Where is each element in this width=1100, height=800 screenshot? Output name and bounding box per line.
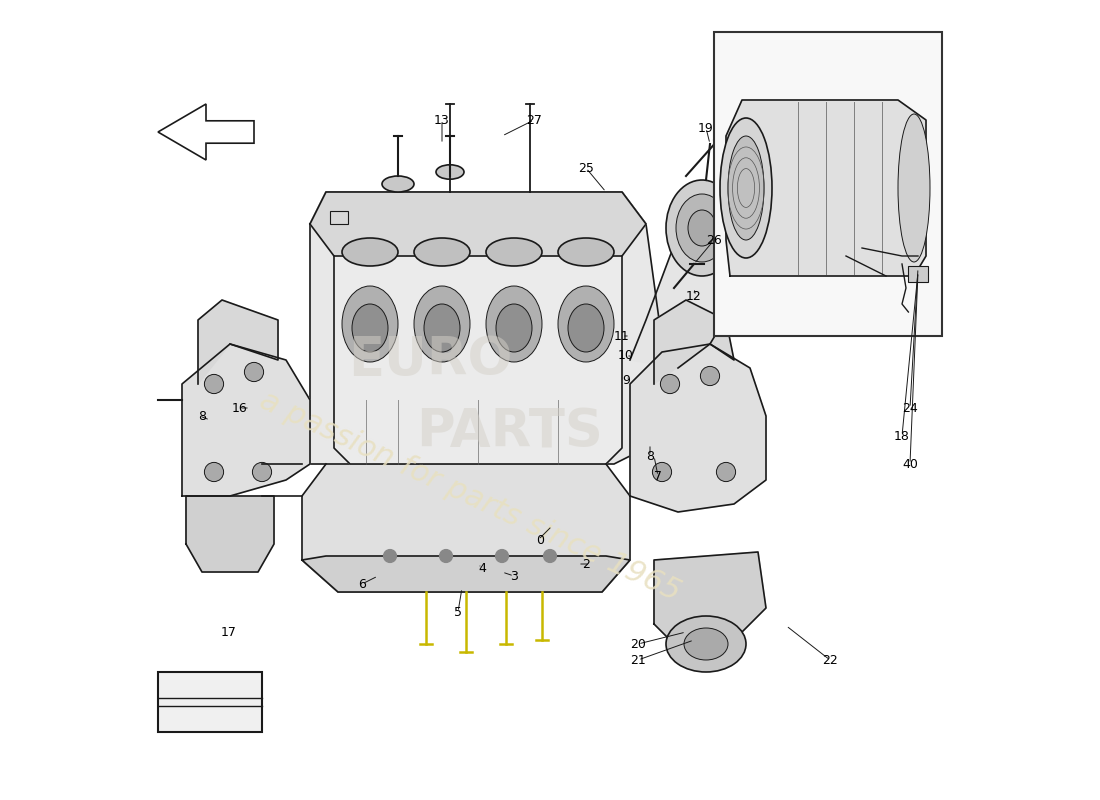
Polygon shape	[302, 556, 630, 592]
Polygon shape	[726, 100, 926, 276]
Ellipse shape	[342, 286, 398, 362]
FancyBboxPatch shape	[909, 266, 927, 282]
Text: 17: 17	[220, 626, 236, 638]
Circle shape	[660, 374, 680, 394]
Ellipse shape	[486, 238, 542, 266]
Circle shape	[384, 550, 396, 562]
Ellipse shape	[414, 286, 470, 362]
Text: 26: 26	[706, 234, 722, 246]
Text: 20: 20	[630, 638, 646, 650]
Ellipse shape	[898, 114, 929, 262]
Polygon shape	[158, 104, 254, 160]
Polygon shape	[630, 344, 766, 512]
Text: 12: 12	[686, 290, 702, 302]
Ellipse shape	[414, 238, 470, 266]
Circle shape	[252, 462, 272, 482]
Text: 9: 9	[623, 374, 630, 386]
Text: 0: 0	[537, 534, 544, 546]
Ellipse shape	[676, 194, 728, 262]
Polygon shape	[334, 256, 622, 464]
Ellipse shape	[342, 238, 398, 266]
Text: 7: 7	[654, 470, 662, 482]
Polygon shape	[182, 344, 310, 496]
Text: 22: 22	[822, 654, 838, 666]
Polygon shape	[630, 184, 734, 368]
Ellipse shape	[424, 304, 460, 352]
Circle shape	[440, 550, 452, 562]
Ellipse shape	[666, 180, 738, 276]
Circle shape	[205, 374, 223, 394]
Text: 18: 18	[894, 430, 910, 442]
Circle shape	[543, 550, 557, 562]
Polygon shape	[290, 192, 670, 464]
Circle shape	[496, 550, 508, 562]
Ellipse shape	[666, 616, 746, 672]
Ellipse shape	[568, 304, 604, 352]
Polygon shape	[186, 496, 274, 572]
Text: 10: 10	[618, 350, 634, 362]
Polygon shape	[310, 192, 646, 256]
Text: 11: 11	[614, 330, 630, 342]
Text: 6: 6	[359, 578, 366, 590]
Ellipse shape	[496, 304, 532, 352]
Circle shape	[244, 362, 264, 382]
Ellipse shape	[436, 165, 464, 179]
Ellipse shape	[558, 238, 614, 266]
Text: 40: 40	[902, 458, 917, 470]
Polygon shape	[302, 464, 630, 592]
Text: 8: 8	[198, 410, 206, 422]
Text: a passion for parts since 1965: a passion for parts since 1965	[255, 386, 685, 606]
Ellipse shape	[352, 304, 388, 352]
Text: 27: 27	[526, 114, 542, 126]
Text: 16: 16	[232, 402, 248, 414]
Text: 13: 13	[434, 114, 450, 126]
Ellipse shape	[684, 628, 728, 660]
Text: EURO: EURO	[348, 334, 513, 386]
Text: 24: 24	[902, 402, 917, 414]
Polygon shape	[198, 300, 278, 384]
Polygon shape	[654, 300, 734, 384]
Text: 4: 4	[478, 562, 486, 574]
Circle shape	[652, 462, 672, 482]
Text: 19: 19	[698, 122, 714, 134]
Text: 21: 21	[630, 654, 646, 666]
Ellipse shape	[558, 286, 614, 362]
Text: 5: 5	[454, 606, 462, 618]
Ellipse shape	[728, 136, 764, 240]
Circle shape	[701, 366, 719, 386]
Circle shape	[205, 462, 223, 482]
Ellipse shape	[720, 118, 772, 258]
Ellipse shape	[688, 210, 716, 246]
Text: 8: 8	[646, 450, 654, 462]
Circle shape	[716, 462, 736, 482]
Text: 3: 3	[510, 570, 518, 582]
Text: 2: 2	[582, 558, 590, 570]
Ellipse shape	[486, 286, 542, 362]
Ellipse shape	[382, 176, 414, 192]
FancyBboxPatch shape	[714, 32, 942, 336]
Polygon shape	[654, 552, 766, 640]
Text: 25: 25	[579, 162, 594, 174]
FancyBboxPatch shape	[158, 672, 262, 732]
Bar	[330, 211, 348, 224]
Text: PARTS: PARTS	[417, 406, 604, 458]
